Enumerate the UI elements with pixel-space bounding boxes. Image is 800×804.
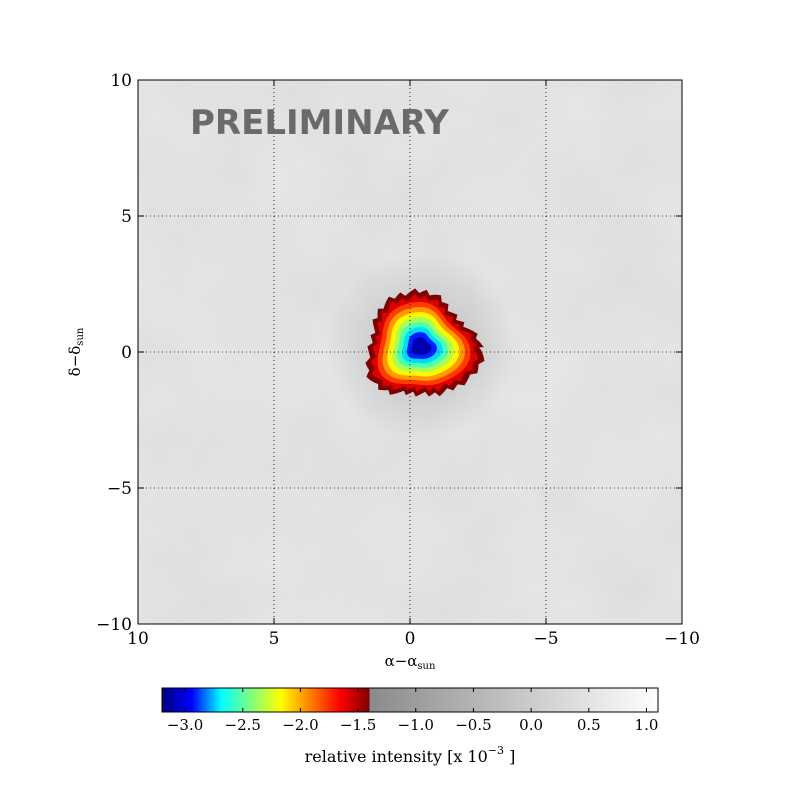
colorbar-tick-label: 0.0 bbox=[519, 716, 543, 734]
y-axis-label: δ−δsun bbox=[66, 327, 86, 376]
colorbar-tick-label: −3.0 bbox=[167, 716, 203, 734]
y-tick-label: 10 bbox=[110, 71, 132, 91]
colorbar-scale bbox=[161, 687, 659, 713]
y-tick-label: 0 bbox=[121, 343, 132, 363]
colorbar: −3.0 −2.5 −2.0 −1.5 −1.0 −0.5 0.0 0.5 1.0 relati… bbox=[161, 687, 659, 766]
x-tick-label: −5 bbox=[533, 629, 558, 649]
y-tick-label: −10 bbox=[96, 615, 132, 635]
x-tick-label: 0 bbox=[405, 629, 416, 649]
colorbar-tick-label: −2.5 bbox=[225, 716, 261, 734]
colorbar-ticks: −3.0 −2.5 −2.0 −1.5 −1.0 −0.5 0.0 0.5 1.0 bbox=[167, 688, 659, 734]
y-tick-label: 5 bbox=[121, 207, 132, 227]
x-tick-label: −10 bbox=[664, 629, 700, 649]
colorbar-tick-label: −0.5 bbox=[455, 716, 491, 734]
colorbar-tick-label: −1.0 bbox=[398, 716, 434, 734]
x-axis-label: α−αsun bbox=[385, 652, 436, 672]
x-tick-label: 10 bbox=[127, 629, 149, 649]
x-tick-label: 5 bbox=[269, 629, 280, 649]
preliminary-watermark: PRELIMINARY bbox=[190, 103, 449, 143]
plot-area: PRELIMINARY bbox=[138, 80, 682, 624]
grid bbox=[138, 80, 682, 624]
y-tick-label: −5 bbox=[107, 479, 132, 499]
colorbar-tick-label: −2.0 bbox=[282, 716, 318, 734]
sun-shadow-deficit bbox=[365, 288, 485, 397]
colorbar-label: relative intensity [x 10−3 ] bbox=[305, 744, 516, 766]
deficit-edge bbox=[365, 288, 485, 397]
colorbar-tick-label: −1.5 bbox=[340, 716, 376, 734]
colorbar-tick-label: 1.0 bbox=[635, 716, 659, 734]
deficit-contour bbox=[411, 337, 432, 355]
colorbar-tick-label: 0.5 bbox=[577, 716, 601, 734]
